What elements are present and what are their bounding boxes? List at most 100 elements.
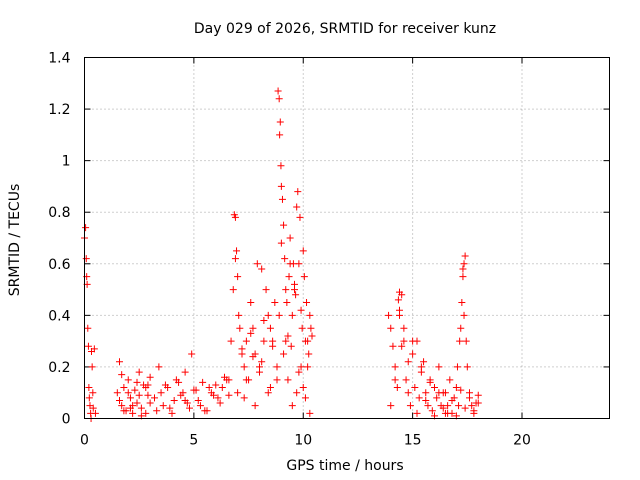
data-point	[422, 389, 430, 397]
data-point	[137, 404, 145, 412]
data-point	[404, 389, 412, 397]
data-point	[85, 384, 93, 392]
data-point	[264, 389, 272, 397]
data-point	[298, 324, 306, 332]
data-point	[144, 381, 152, 389]
data-point	[283, 298, 291, 306]
data-point	[120, 384, 128, 392]
data-point	[273, 363, 281, 371]
data-point	[461, 404, 469, 412]
data-point	[297, 306, 305, 314]
data-point	[89, 404, 97, 412]
data-point	[131, 386, 139, 394]
data-point	[249, 324, 257, 332]
data-point	[234, 273, 242, 281]
data-point	[118, 371, 126, 379]
y-tick-label: 1.2	[48, 102, 70, 118]
data-point	[146, 373, 154, 381]
y-tick-labels: 0 0.2 0.4 0.6 0.8 1 1.2 1.4	[48, 51, 70, 428]
data-point	[274, 87, 282, 95]
data-point	[146, 399, 154, 407]
data-point	[155, 363, 163, 371]
y-tick-label: 1	[62, 154, 71, 170]
data-point	[420, 358, 428, 366]
data-point	[277, 162, 285, 170]
data-point	[260, 317, 268, 325]
data-point	[293, 203, 301, 211]
data-point	[387, 324, 395, 332]
data-point	[285, 273, 293, 281]
data-point	[188, 350, 196, 358]
data-point	[135, 368, 143, 376]
data-point	[306, 311, 314, 319]
data-point	[439, 404, 447, 412]
data-point	[459, 265, 467, 273]
data-point	[398, 291, 406, 299]
data-point	[120, 407, 128, 415]
data-point	[144, 391, 152, 399]
grid-lines	[84, 57, 610, 419]
x-tick-labels: 0 5 10 15 20	[80, 433, 531, 449]
data-point	[305, 350, 313, 358]
data-point	[159, 402, 167, 410]
data-point	[295, 368, 303, 376]
data-point	[205, 384, 213, 392]
data-point	[269, 337, 277, 345]
data-point	[288, 311, 296, 319]
data-point	[295, 260, 303, 268]
y-tick-label: 0	[62, 412, 71, 428]
data-point	[266, 324, 274, 332]
data-point	[240, 394, 248, 402]
data-point	[458, 298, 466, 306]
data-point	[409, 337, 417, 345]
data-point	[271, 298, 279, 306]
data-point	[116, 396, 123, 404]
data-point	[247, 329, 255, 337]
data-point	[278, 195, 286, 203]
data-point	[428, 407, 436, 415]
data-point	[118, 402, 126, 410]
x-axis-label: GPS time / hours	[286, 458, 403, 474]
data-point	[276, 118, 284, 126]
data-point	[133, 399, 141, 407]
data-point	[249, 353, 257, 361]
data-point	[433, 394, 441, 402]
data-point	[387, 402, 395, 410]
data-point	[306, 409, 314, 417]
data-point	[124, 389, 132, 397]
data-point	[201, 407, 209, 415]
data-point	[85, 394, 93, 402]
data-point	[400, 337, 408, 345]
data-point	[404, 358, 412, 366]
data-point	[186, 404, 193, 412]
data-point	[452, 384, 460, 392]
data-point	[297, 363, 305, 371]
data-point	[400, 324, 408, 332]
x-tick-label: 5	[189, 433, 198, 449]
data-point	[294, 188, 302, 196]
data-point	[299, 384, 307, 392]
data-point	[413, 409, 421, 417]
data-point	[466, 394, 473, 402]
data-point	[293, 389, 301, 397]
data-point	[192, 386, 200, 394]
data-point	[181, 396, 189, 404]
y-axis-label: SRMTID / TECUs	[7, 184, 23, 297]
data-point	[304, 363, 312, 371]
data-point	[435, 389, 443, 397]
data-point	[194, 396, 202, 404]
data-point	[474, 399, 482, 407]
data-point	[394, 296, 402, 304]
data-point	[161, 381, 169, 389]
data-point	[229, 286, 237, 294]
x-tick-label: 10	[294, 433, 312, 449]
data-point	[216, 399, 224, 407]
data-point	[474, 391, 482, 399]
data-point	[299, 247, 307, 255]
data-point	[124, 376, 132, 384]
data-point	[153, 407, 161, 415]
data-point	[133, 378, 141, 386]
data-point	[142, 409, 150, 417]
data-point	[175, 378, 183, 386]
